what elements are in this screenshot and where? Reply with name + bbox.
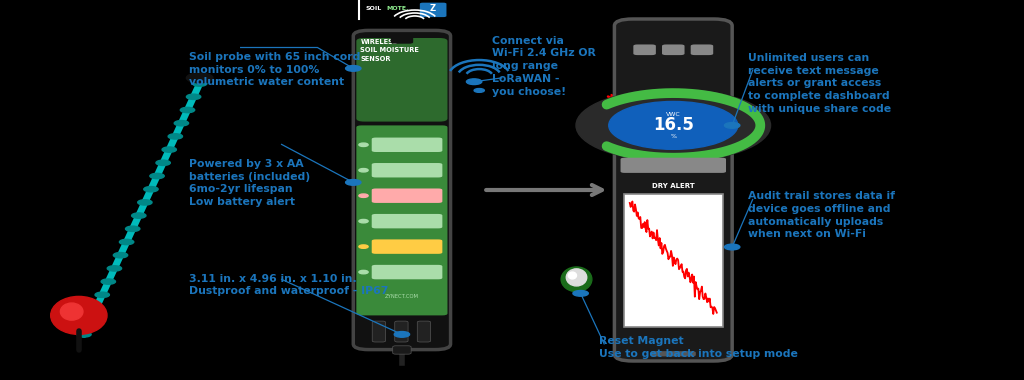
Circle shape [120, 239, 134, 245]
Circle shape [168, 134, 182, 139]
Text: Unlimited users can
receive text message
alerts or grant access
to complete dash: Unlimited users can receive text message… [748, 53, 891, 114]
Circle shape [345, 179, 361, 185]
Circle shape [358, 219, 369, 223]
Ellipse shape [568, 272, 577, 279]
Circle shape [474, 89, 484, 92]
FancyBboxPatch shape [418, 321, 430, 342]
Circle shape [114, 253, 128, 258]
Circle shape [156, 160, 170, 165]
Text: Powered by 3 x AA
batteries (included)
6mo-2yr lifespan
Low battery alert: Powered by 3 x AA batteries (included) 6… [189, 159, 310, 207]
Circle shape [162, 147, 176, 152]
Circle shape [345, 65, 361, 71]
Text: Connect via
Wi-Fi 2.4 GHz OR
long range
LoRaWAN -
you choose!: Connect via Wi-Fi 2.4 GHz OR long range … [492, 36, 595, 97]
Circle shape [186, 73, 213, 83]
Circle shape [95, 292, 110, 298]
Ellipse shape [51, 296, 106, 334]
Text: ZYNECT.COM: ZYNECT.COM [385, 294, 419, 299]
FancyBboxPatch shape [420, 3, 446, 17]
FancyBboxPatch shape [621, 158, 726, 173]
Circle shape [137, 200, 152, 205]
Ellipse shape [566, 269, 587, 286]
Circle shape [108, 266, 122, 271]
FancyBboxPatch shape [690, 44, 713, 55]
Circle shape [101, 279, 116, 284]
Text: 16.5: 16.5 [653, 116, 693, 134]
FancyBboxPatch shape [624, 194, 723, 327]
Circle shape [186, 94, 201, 100]
FancyBboxPatch shape [651, 351, 696, 356]
Circle shape [394, 331, 410, 337]
FancyBboxPatch shape [633, 44, 655, 55]
Circle shape [193, 81, 207, 86]
Circle shape [466, 79, 481, 85]
Circle shape [89, 306, 103, 311]
FancyBboxPatch shape [372, 163, 442, 177]
Circle shape [358, 271, 369, 274]
Text: MOTE.: MOTE. [386, 5, 409, 11]
Circle shape [608, 101, 737, 149]
Text: Reset Magnet
Use to get back into setup mode: Reset Magnet Use to get back into setup … [599, 336, 798, 359]
Circle shape [132, 213, 146, 218]
Text: WIRELESS
SOIL MOISTURE
SENSOR: WIRELESS SOIL MOISTURE SENSOR [360, 39, 419, 62]
Ellipse shape [561, 267, 592, 292]
FancyBboxPatch shape [390, 35, 413, 44]
Text: VWC: VWC [666, 112, 681, 117]
Ellipse shape [60, 303, 83, 320]
FancyBboxPatch shape [372, 214, 442, 228]
FancyBboxPatch shape [614, 19, 732, 361]
Circle shape [126, 226, 140, 231]
Text: SOIL: SOIL [366, 5, 382, 11]
Circle shape [77, 332, 91, 337]
Circle shape [150, 173, 164, 179]
FancyBboxPatch shape [356, 125, 447, 315]
Circle shape [83, 318, 97, 324]
Text: Audit trail stores data if
device goes offline and
automatically uploads
when ne: Audit trail stores data if device goes o… [748, 191, 895, 239]
Text: Soil probe with 65 inch cord
monitors 0% to 100%
volumetric water content: Soil probe with 65 inch cord monitors 0%… [189, 52, 360, 87]
FancyBboxPatch shape [372, 321, 385, 342]
Circle shape [358, 245, 369, 249]
FancyBboxPatch shape [662, 44, 684, 55]
FancyBboxPatch shape [372, 239, 442, 254]
FancyBboxPatch shape [394, 321, 408, 342]
FancyBboxPatch shape [392, 346, 411, 354]
Circle shape [174, 120, 188, 126]
Circle shape [725, 122, 739, 128]
Circle shape [180, 107, 195, 112]
FancyBboxPatch shape [372, 188, 442, 203]
Circle shape [143, 187, 158, 192]
Text: 3.11 in. x 4.96 in. x 1.10 in.
Dustproof and waterproof - IP67: 3.11 in. x 4.96 in. x 1.10 in. Dustproof… [189, 274, 389, 296]
Circle shape [573, 290, 588, 296]
FancyBboxPatch shape [356, 38, 447, 122]
Text: %: % [671, 134, 676, 139]
FancyBboxPatch shape [353, 30, 451, 350]
FancyBboxPatch shape [372, 265, 442, 279]
Circle shape [358, 194, 369, 198]
Text: DRY ALERT: DRY ALERT [652, 183, 694, 189]
Circle shape [575, 89, 770, 162]
Circle shape [725, 244, 739, 250]
Circle shape [358, 143, 369, 147]
Circle shape [358, 169, 369, 172]
Text: Z: Z [430, 4, 436, 13]
FancyBboxPatch shape [372, 138, 442, 152]
